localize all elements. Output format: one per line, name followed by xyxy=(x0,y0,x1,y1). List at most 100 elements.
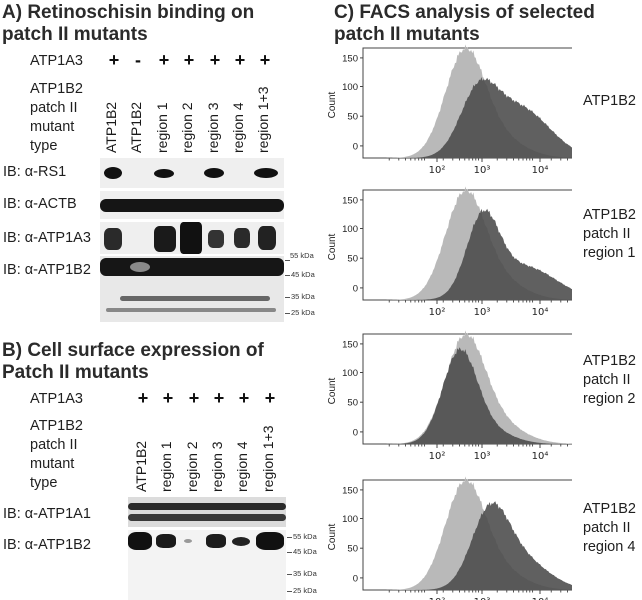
atp1a3-row-label-b: ATP1A3 xyxy=(30,391,83,407)
atp1a3-sign: + xyxy=(108,50,120,70)
panel-a-title-line2: patch II mutants xyxy=(2,24,148,45)
lane-label: region 1+3 xyxy=(260,425,276,492)
marker-label: 45 kDa xyxy=(291,270,315,279)
facs-label-line: patch II xyxy=(583,372,631,388)
y-tick-label: 0 xyxy=(353,573,358,584)
x-tick-label: 10⁴ xyxy=(532,597,549,600)
marker-label: 35 kDa xyxy=(291,292,315,301)
facs-histogram-4: 150100500Count10²10³10⁴10⁵ xyxy=(327,476,572,600)
y-axis-label: Count xyxy=(327,377,338,404)
facs-histogram-1: 150100500Count10²10³10⁴10⁵ xyxy=(327,44,572,176)
facs-label-line: ATP1B2 xyxy=(583,501,636,517)
blot-label-rs1: IB: α-RS1 xyxy=(3,164,67,180)
lane-label: ATP1B2 xyxy=(103,101,119,153)
panel-a-title-line1: A) Retinoschisin binding on xyxy=(2,2,255,23)
histogram-sample-series xyxy=(363,208,572,300)
lane-label: region 4 xyxy=(234,441,250,492)
facs-label-line: ATP1B2 xyxy=(583,353,636,369)
marker-label: 45 kDa xyxy=(293,547,317,556)
y-tick-label: 150 xyxy=(342,339,358,350)
y-tick-label: 150 xyxy=(342,485,358,496)
x-tick-label: 10⁴ xyxy=(532,307,549,318)
y-tick-label: 0 xyxy=(353,427,358,438)
facs-label-line: ATP1B2 xyxy=(583,93,636,109)
lane-label: region 3 xyxy=(205,102,221,153)
blot-rs1 xyxy=(100,158,284,188)
mutant-type-line: type xyxy=(30,138,58,154)
facs-label-line: patch II xyxy=(583,520,631,536)
y-tick-label: 100 xyxy=(342,514,358,525)
facs-label-4: ATP1B2 patch II region 4 xyxy=(583,500,636,557)
lane-label: ATP1B2 xyxy=(133,440,149,492)
panel-c-title-line2: patch II mutants xyxy=(334,24,480,45)
lane-label: region 4 xyxy=(230,102,246,153)
blot-atp1a1 xyxy=(128,497,286,527)
x-tick-label: 10⁴ xyxy=(532,451,549,462)
lane-label: ATP1B2 xyxy=(128,101,144,153)
y-tick-label: 150 xyxy=(342,195,358,206)
lane-label: region 1 xyxy=(154,102,170,153)
lane-label: region 1 xyxy=(158,441,174,492)
x-tick-label: 10² xyxy=(429,451,446,462)
y-tick-label: 100 xyxy=(342,368,358,379)
y-tick-label: 100 xyxy=(342,224,358,235)
atp1a3-sign: + xyxy=(137,388,149,408)
y-tick-label: 0 xyxy=(353,141,358,152)
atp1a3-sign: + xyxy=(213,388,225,408)
atp1a3-sign: + xyxy=(162,388,174,408)
atp1a3-sign: + xyxy=(264,388,276,408)
mutant-type-line: ATP1B2 xyxy=(30,418,83,434)
atp1a3-sign: + xyxy=(158,50,170,70)
lane-label: region 2 xyxy=(179,102,195,153)
lane-label: region 1+3 xyxy=(255,86,271,153)
atp1a3-sign: + xyxy=(234,50,246,70)
panel-b-title-line2: Patch II mutants xyxy=(2,362,149,383)
blot-label-actb: IB: α-ACTB xyxy=(3,196,77,212)
histogram-sample-series xyxy=(363,77,572,158)
atp1a3-sign: - xyxy=(135,50,141,70)
y-tick-label: 100 xyxy=(342,82,358,93)
x-tick-label: 10² xyxy=(429,165,446,176)
panel-b-title-line1: B) Cell surface expression of xyxy=(2,340,264,361)
x-tick-label: 10³ xyxy=(474,597,491,600)
facs-plots: 150100500Count10²10³10⁴10⁵150100500Count… xyxy=(327,44,572,600)
marker-label: 25 kDa xyxy=(293,586,317,595)
blot-label-atp1a3: IB: α-ATP1A3 xyxy=(3,230,91,246)
facs-label-line: region 2 xyxy=(583,391,636,407)
histogram-sample-series xyxy=(363,501,572,590)
facs-label-1: ATP1B2 xyxy=(583,92,636,111)
y-tick-label: 150 xyxy=(342,53,358,64)
x-tick-label: 10³ xyxy=(474,165,491,176)
facs-histogram-2: 150100500Count10²10³10⁴10⁵ xyxy=(327,186,572,318)
facs-histogram-3: 150100500Count10²10³10⁴10⁵ xyxy=(327,330,572,462)
y-axis-label: Count xyxy=(327,91,338,118)
y-tick-label: 50 xyxy=(347,544,358,555)
facs-label-2: ATP1B2 patch II region 1 xyxy=(583,206,636,263)
atp1a3-row-label: ATP1A3 xyxy=(30,53,83,69)
atp1a3-sign: + xyxy=(238,388,250,408)
atp1a3-sign: + xyxy=(183,50,195,70)
lane-label: region 3 xyxy=(209,441,225,492)
blot-label-atp1b2-b: IB: α-ATP1B2 xyxy=(3,537,91,553)
marker-label: 55 kDa xyxy=(290,251,314,260)
y-axis-label: Count xyxy=(327,523,338,550)
blot-atp1b2-a xyxy=(100,256,284,322)
mutant-type-line: patch II xyxy=(30,100,78,116)
x-tick-label: 10² xyxy=(429,597,446,600)
x-tick-label: 10³ xyxy=(474,307,491,318)
y-tick-label: 50 xyxy=(347,398,358,409)
mutant-type-line: mutant xyxy=(30,119,75,135)
marker-label: 35 kDa xyxy=(293,569,317,578)
blot-label-atp1a1: IB: α-ATP1A1 xyxy=(3,506,91,522)
y-tick-label: 50 xyxy=(347,112,358,123)
blot-atp1b2-b xyxy=(128,530,286,600)
marker-label: 25 kDa xyxy=(291,308,315,317)
x-tick-label: 10² xyxy=(429,307,446,318)
facs-label-line: patch II xyxy=(583,226,631,242)
y-axis-label: Count xyxy=(327,233,338,260)
marker-label: 55 kDa xyxy=(293,532,317,541)
mutant-type-line: mutant xyxy=(30,456,75,472)
mutant-type-line: ATP1B2 xyxy=(30,81,83,97)
histogram-sample-series xyxy=(363,347,572,444)
blot-actb xyxy=(100,191,284,219)
